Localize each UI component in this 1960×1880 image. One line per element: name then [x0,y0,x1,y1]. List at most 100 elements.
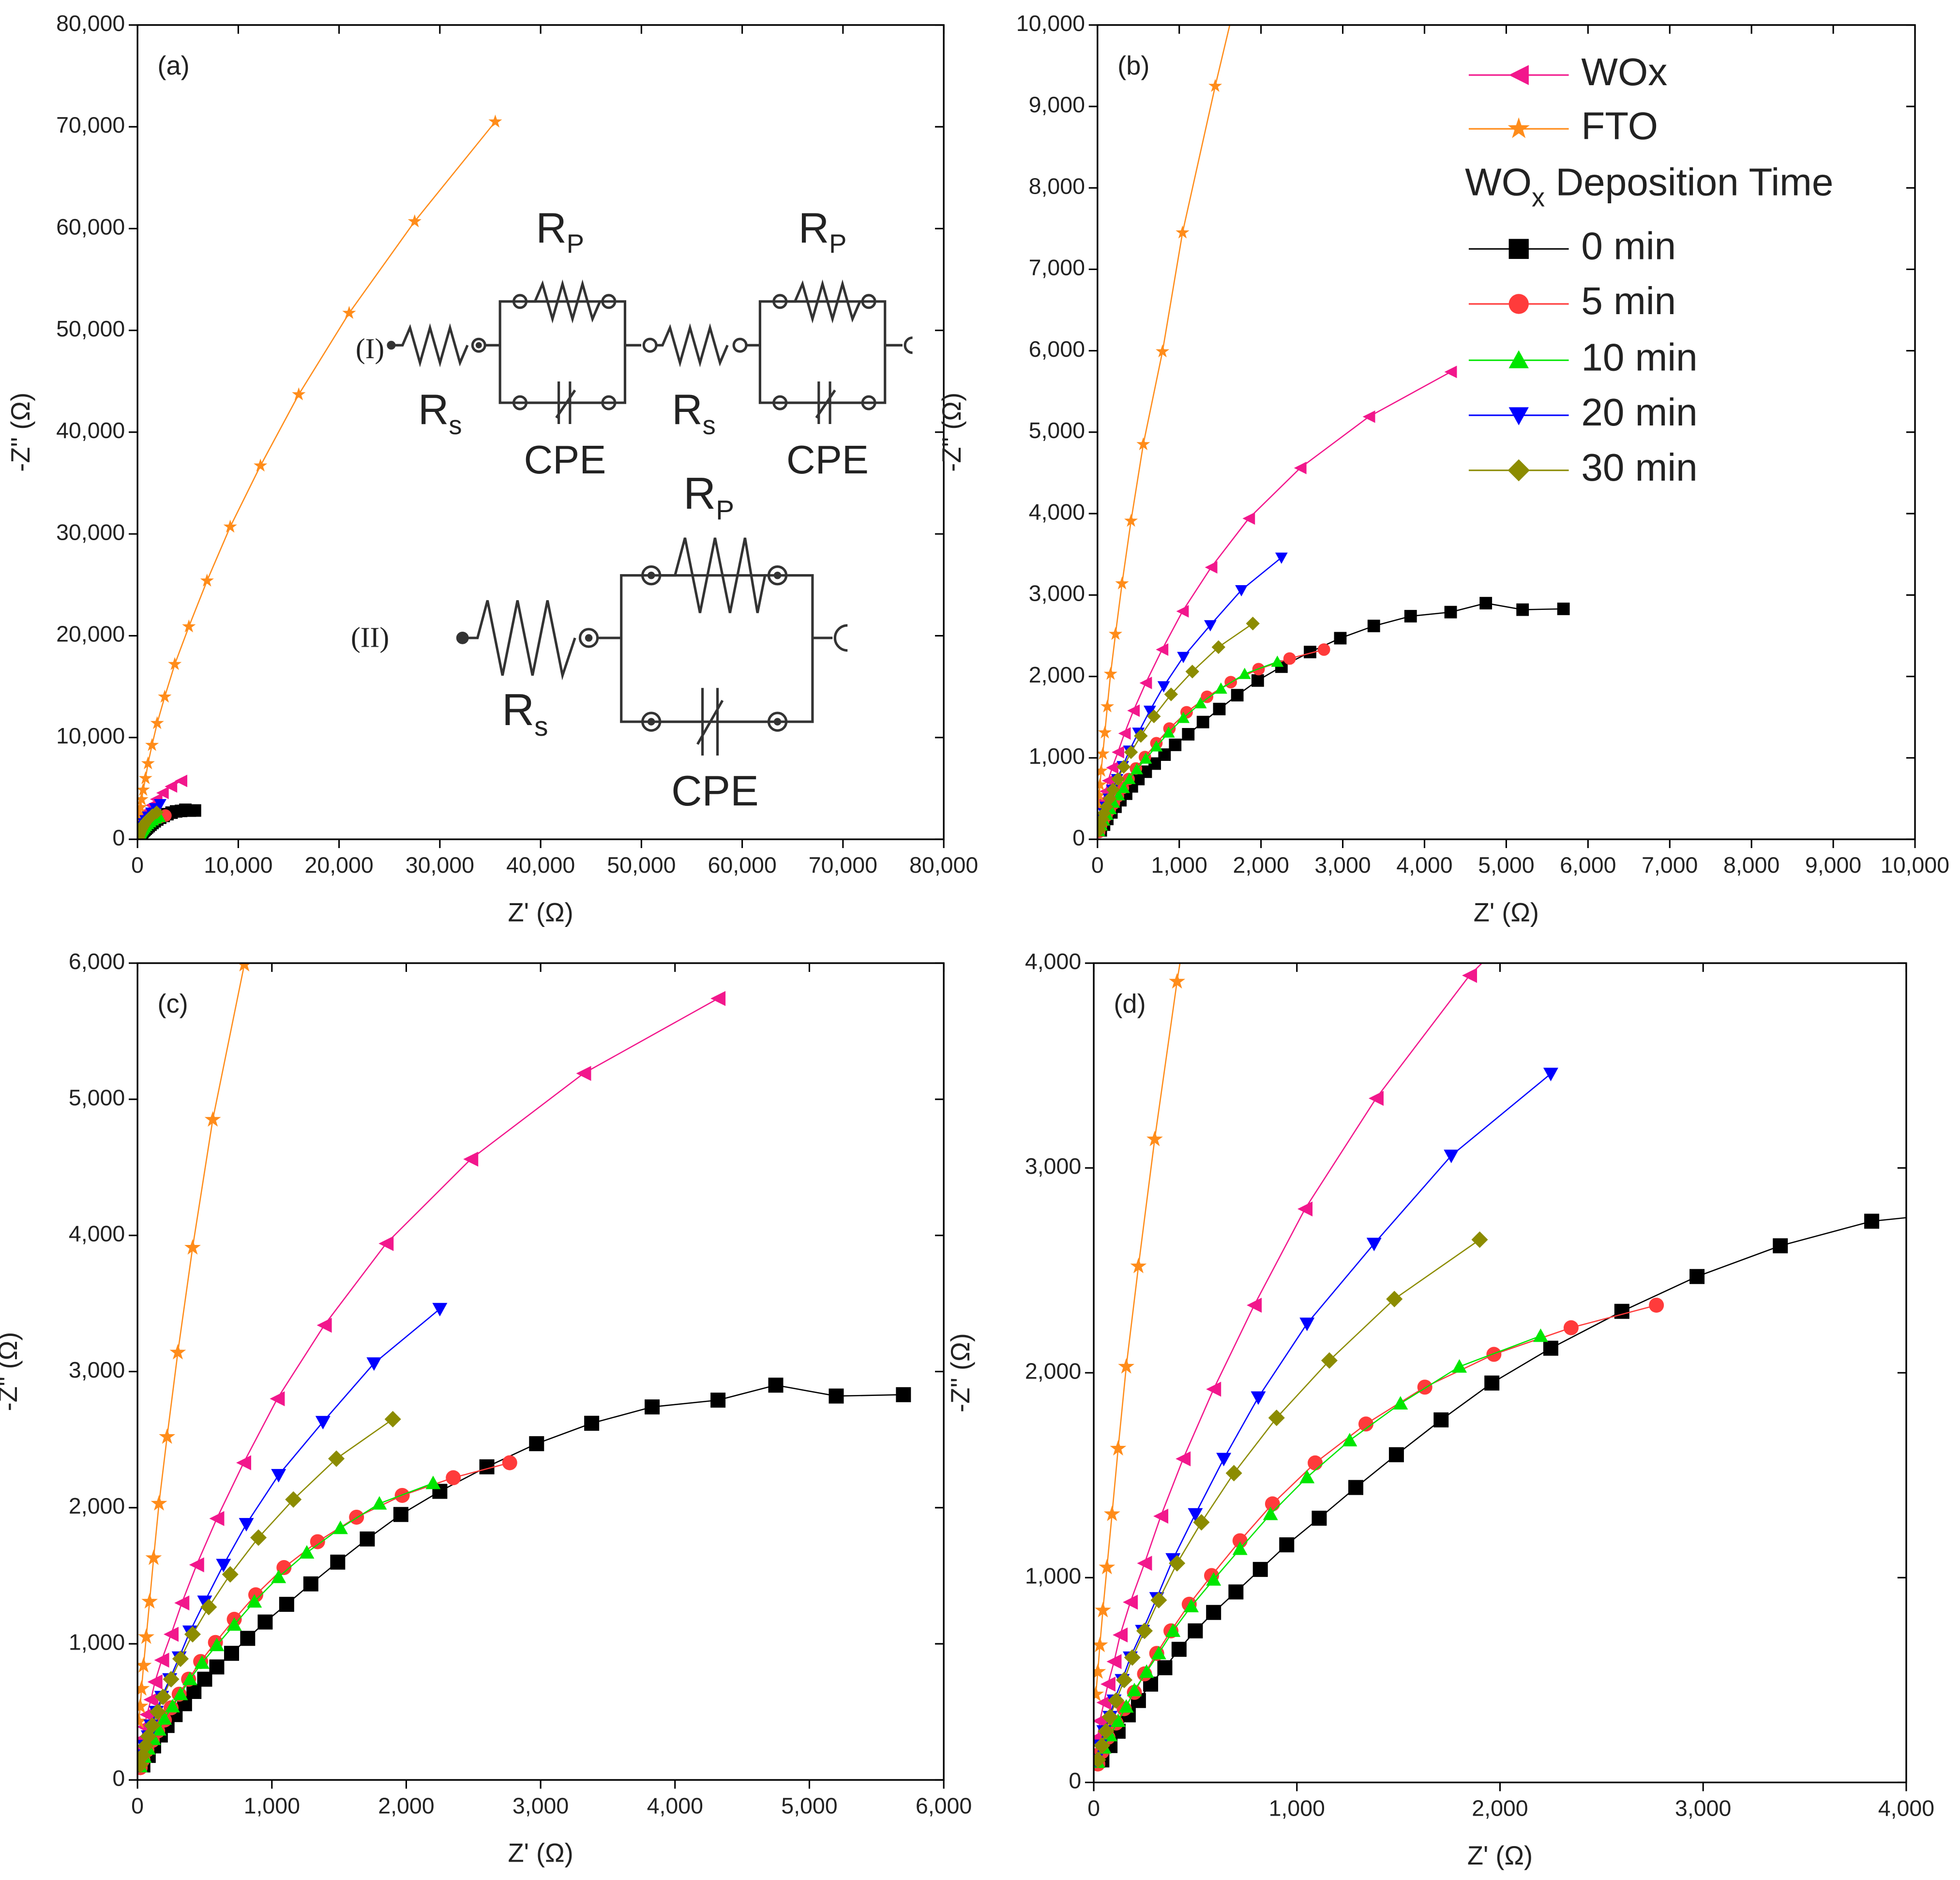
x-axis-label: Z' (Ω) [508,898,573,927]
y-tick-label: 0 [112,825,125,850]
marker [323,512,339,528]
marker [1321,1352,1338,1369]
marker [1177,652,1190,664]
x-tick-label: 80,000 [909,852,978,878]
y-tick-label: 5,000 [69,1085,125,1110]
marker [584,1415,600,1431]
marker [1118,1699,1134,1713]
marker [1124,1649,1141,1666]
panel-label: (b) [1117,51,1149,80]
marker [1100,1676,1116,1692]
circuit-component-label: RP [683,468,734,525]
marker [137,1680,150,1696]
x-axis-label: Z' (Ω) [1467,1841,1533,1870]
x-tick-label: 1,000 [1269,1796,1325,1821]
legend-label: WOx [1581,50,1667,93]
marker [1444,606,1457,619]
marker [1146,1130,1163,1147]
marker [147,1674,163,1690]
y-tick-label: 0 [1069,1768,1081,1793]
axes-frame [136,962,945,1781]
marker [184,1239,201,1255]
marker [156,787,169,800]
component-name: R [799,204,829,252]
marker [1404,610,1417,622]
series-line [1098,649,1325,833]
marker [1103,667,1117,680]
marker [332,1520,348,1534]
marker [189,1557,204,1573]
marker [1139,1664,1154,1678]
marker [1508,350,1529,368]
marker [1366,1238,1382,1252]
marker [1263,1506,1278,1520]
marker [1299,1470,1315,1484]
marker [1462,968,1478,983]
marker [1761,712,1776,727]
panel-label: (d) [1114,989,1146,1018]
marker [1444,1150,1459,1164]
y-tick-label: 20,000 [56,622,125,647]
marker [1123,773,1136,784]
x-tick-label: 5,000 [1478,852,1534,878]
marker [1216,1453,1232,1467]
marker [1097,777,1107,791]
marker [1268,1410,1285,1426]
marker [137,1713,147,1728]
legend-title-part: x [1532,183,1545,212]
marker [1134,729,1148,743]
legend-title: WOx Deposition Time [1465,161,1833,212]
marker [1112,746,1124,758]
x-axis-label: Z' (Ω) [508,1839,573,1868]
marker [360,1531,375,1546]
marker [223,519,237,533]
legend-label: FTO [1581,104,1658,147]
marker [1864,1213,1880,1229]
marker [159,1428,176,1444]
marker [1773,1238,1788,1254]
component-subscript: P [567,229,584,258]
component-name: R [672,385,702,433]
x-tick-label: 6,000 [916,1793,972,1818]
marker [254,458,268,472]
marker [1279,1537,1295,1553]
marker [1368,1091,1384,1106]
y-tick-label: 4,000 [1025,949,1081,974]
marker [432,1303,448,1317]
marker [1164,687,1178,701]
x-tick-label: 2,000 [1233,852,1289,878]
component-name: R [418,385,449,433]
marker [1393,1396,1408,1410]
marker [896,1387,911,1402]
circuit-component-label: CPE [786,437,869,482]
marker [1194,697,1207,709]
marker [1557,602,1570,615]
marker [1157,681,1170,693]
circuit-label: (II) [351,622,389,653]
x-tick-label: 9,000 [1805,852,1861,878]
marker [1486,1347,1502,1362]
marker [407,214,422,227]
marker [645,1399,660,1415]
marker [1176,1451,1191,1467]
marker [1533,1328,1548,1342]
marker [1242,512,1255,525]
marker [1130,763,1143,774]
legend-label: 10 min [1581,335,1697,379]
marker [1099,1559,1116,1575]
component-subscript: s [449,411,462,440]
marker [1097,788,1106,802]
marker [463,1152,479,1167]
x-tick-label: 0 [131,852,144,878]
marker [216,1559,231,1573]
y-tick-label: 50,000 [56,316,125,341]
marker [154,1653,169,1668]
marker [299,1545,315,1559]
marker [529,1436,544,1452]
legend-title-part: WO [1465,161,1532,204]
x-tick-label: 2,000 [1472,1796,1528,1821]
marker [1150,740,1163,752]
marker [224,1646,239,1661]
y-tick-label: 5,000 [1029,418,1085,443]
